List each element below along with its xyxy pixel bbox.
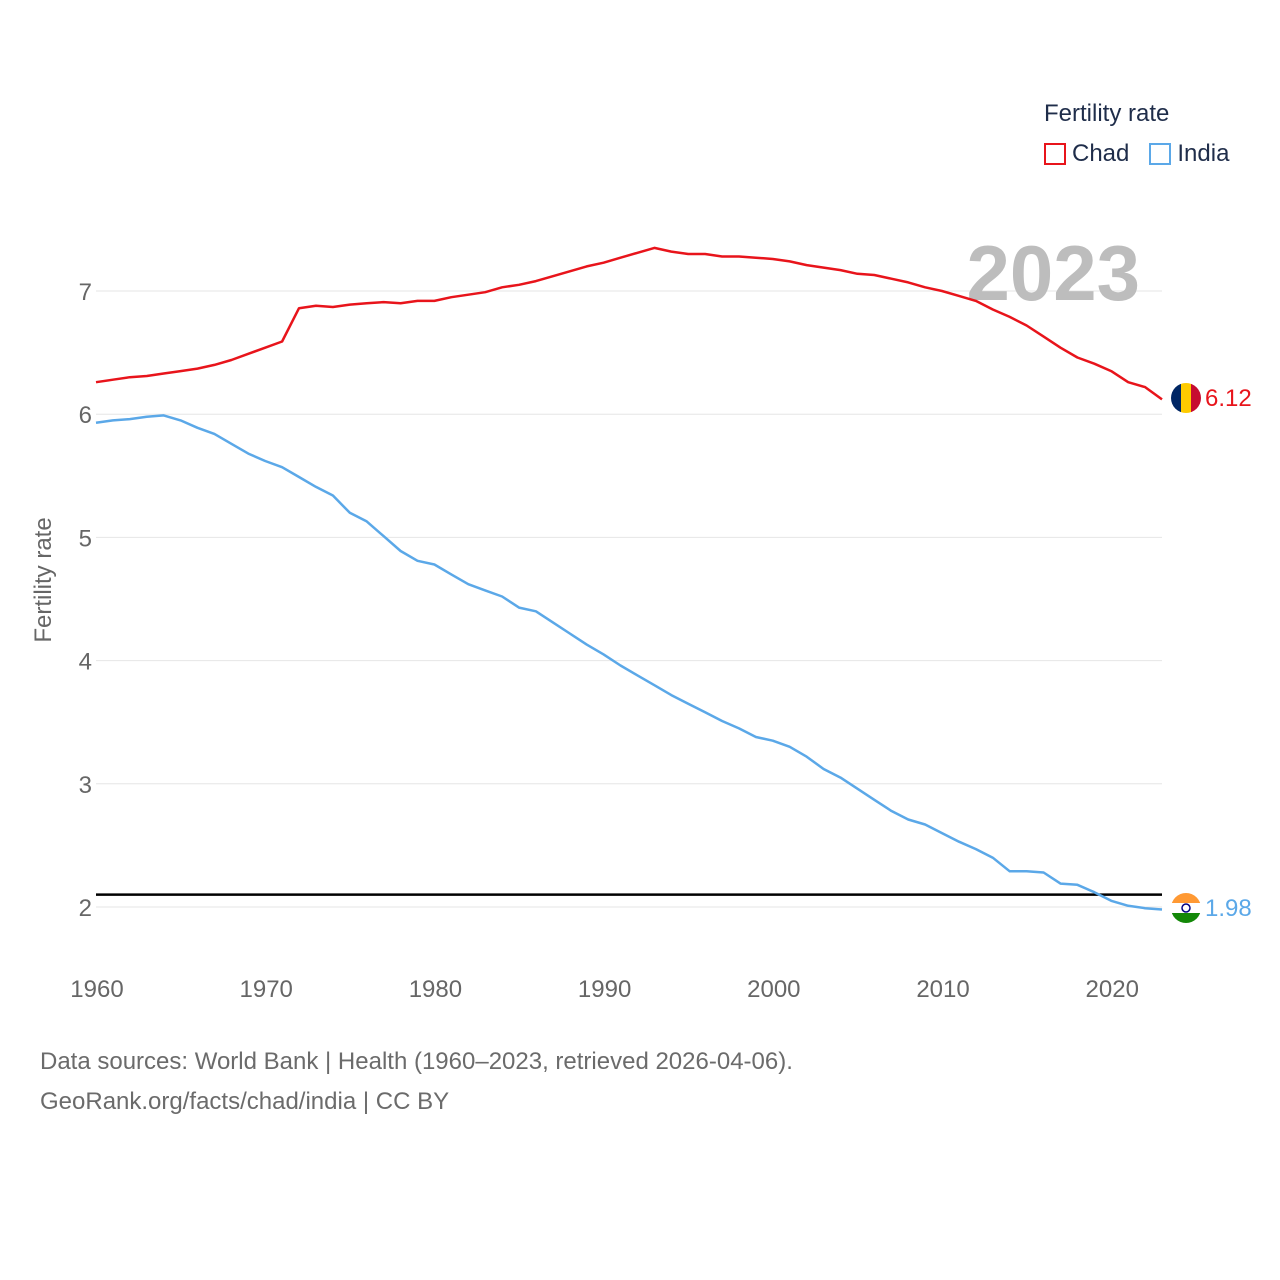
- india-end-label: 1.98: [1205, 895, 1252, 922]
- data-sources: Data sources: World Bank | Health (1960–…: [40, 1042, 793, 1122]
- year-watermark: 2023: [966, 229, 1140, 317]
- y-tick-label: 6: [79, 402, 92, 429]
- legend-label-india: India: [1177, 140, 1230, 167]
- x-tick-label: 2020: [1086, 976, 1139, 1003]
- x-tick-label: 1980: [409, 976, 462, 1003]
- line-chart: 2 3 4 5 6 7 1960 1970 1980 1990 2000 2010 2020 2023…: [30, 229, 1252, 1003]
- y-tick-label: 7: [79, 279, 92, 306]
- series-line-chad: [95, 246, 1163, 401]
- gridlines: [96, 290, 1162, 908]
- x-tick-label: 1960: [70, 976, 123, 1003]
- y-tick-label: 5: [79, 525, 92, 552]
- chad-end-label: 6.12: [1205, 385, 1252, 412]
- sources-line: Data sources: World Bank | Health (1960–…: [40, 1048, 793, 1075]
- y-tick-label: 3: [79, 772, 92, 799]
- x-tick-label: 2010: [916, 976, 969, 1003]
- series-line-india: [95, 414, 1163, 911]
- sources-link[interactable]: GeoRank.org/facts/chad/india | CC BY: [40, 1088, 450, 1115]
- india-swatch: [1149, 143, 1172, 165]
- x-tick-label: 1990: [578, 976, 631, 1003]
- legend-item-india[interactable]: India: [1149, 140, 1229, 168]
- legend-label-chad: Chad: [1072, 140, 1130, 167]
- x-axis-ticks: 1960 1970 1980 1990 2000 2010 2020: [70, 976, 1139, 1003]
- y-tick-label: 2: [79, 895, 92, 922]
- y-tick-label: 4: [79, 649, 92, 676]
- chad-flag-icon: [1171, 383, 1201, 413]
- y-axis-ticks: 2 3 4 5 6 7: [79, 279, 92, 922]
- legend-item-chad[interactable]: Chad: [1044, 140, 1129, 168]
- x-tick-label: 1970: [240, 976, 293, 1003]
- series-lines: [95, 246, 1163, 911]
- x-tick-label: 2000: [747, 976, 800, 1003]
- legend: Fertility rate Chad India: [1044, 100, 1229, 168]
- chad-swatch: [1044, 143, 1066, 165]
- india-flag-icon: [1171, 893, 1201, 923]
- y-axis-label: Fertility rate: [30, 517, 57, 642]
- legend-title: Fertility rate: [1044, 100, 1170, 127]
